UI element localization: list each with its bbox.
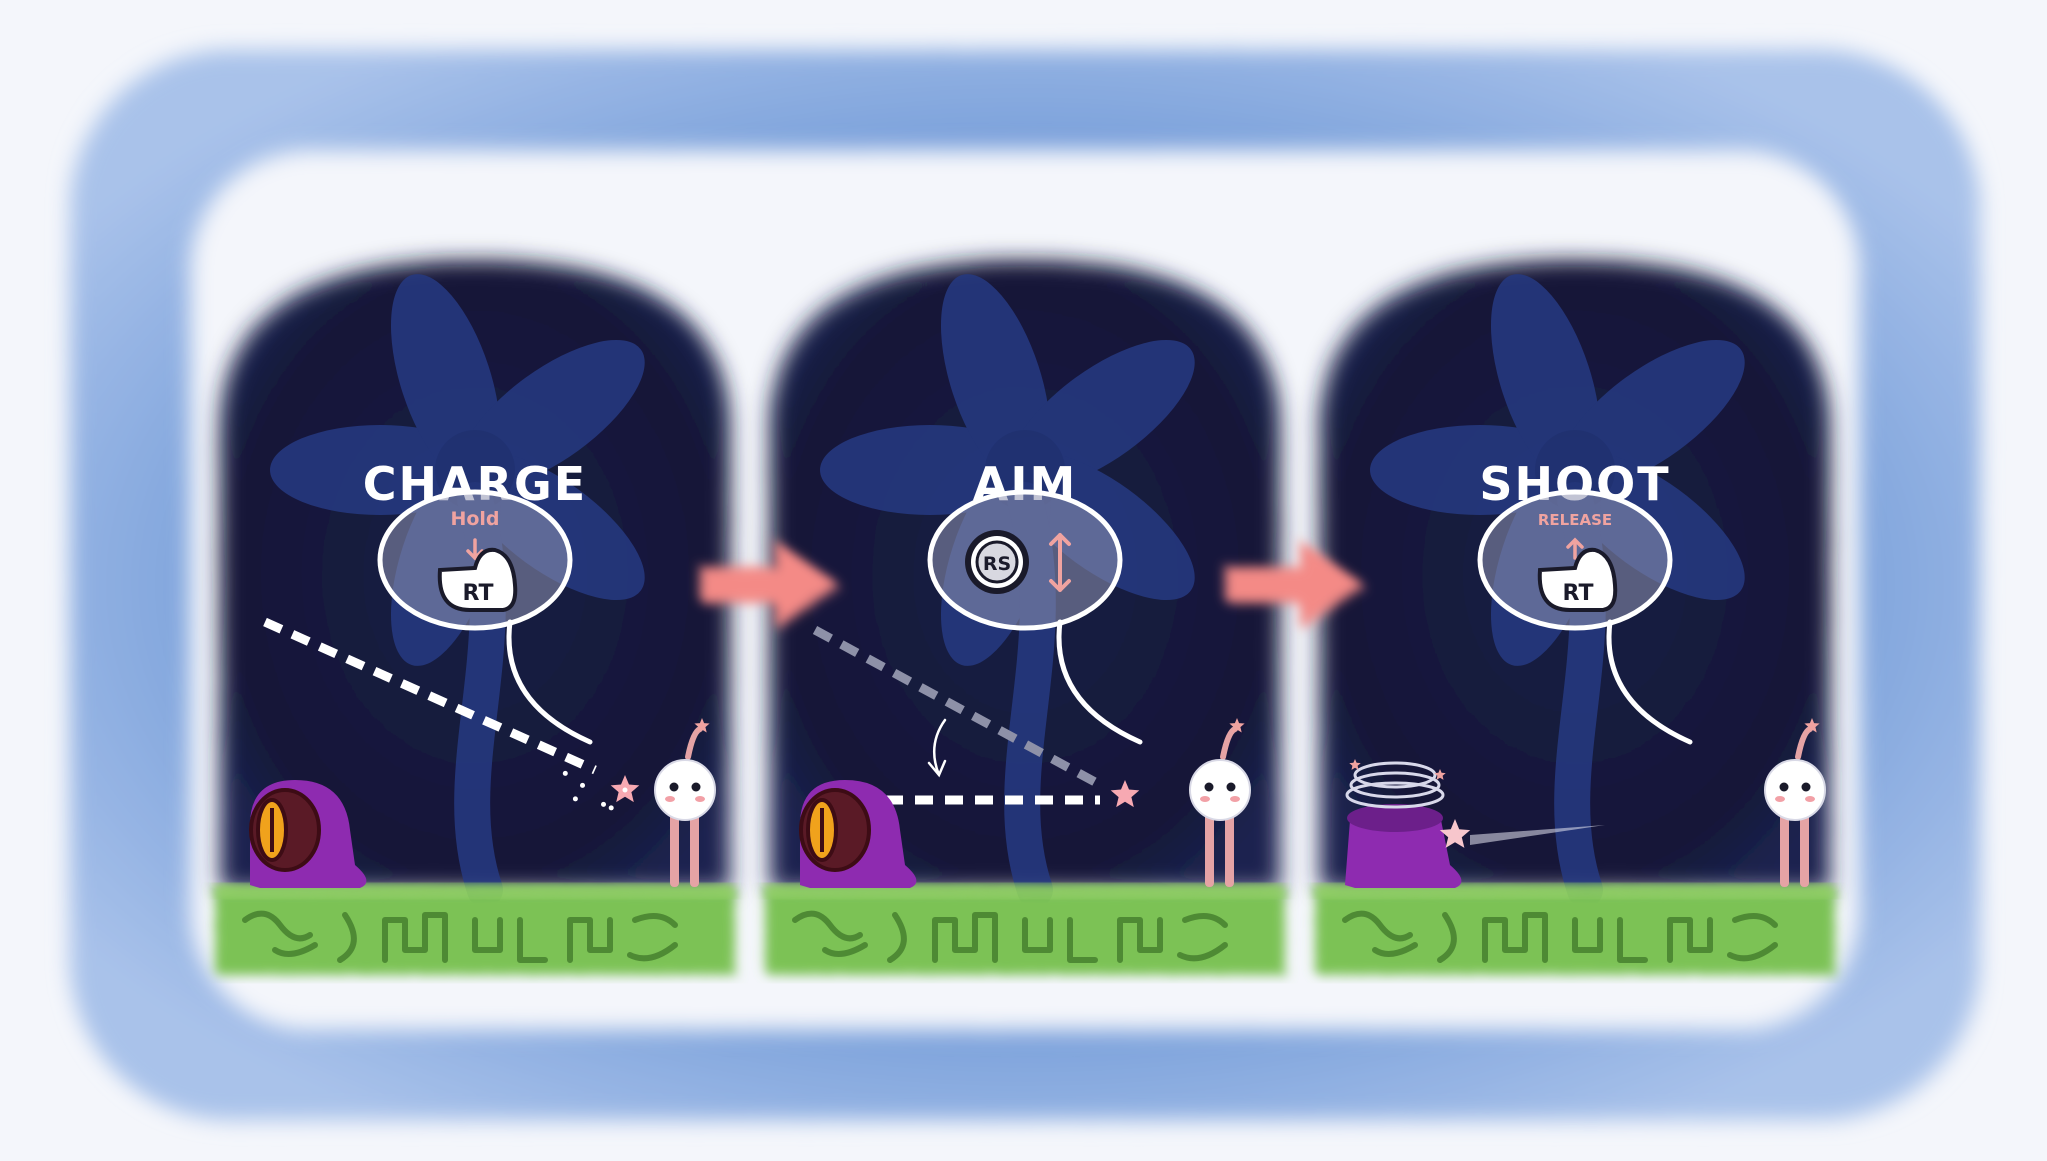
up-down-arrow-icon [1049,533,1071,592]
sparkle [572,796,578,802]
sparkle [580,782,586,788]
grass-ground [765,884,1285,975]
bubble-tail [506,619,593,745]
hero-star-antenna-icon [1229,718,1245,733]
sparkle [608,805,614,811]
hint-label: Hold [450,508,499,530]
trigger-button-icon: RT [1537,547,1618,612]
previous-trajectory-dashes [812,626,1098,786]
grass-ground [1315,884,1835,975]
bubble-tail [1606,619,1693,745]
grass-ground [215,884,735,975]
arrow-right-icon [1225,540,1365,630]
purple-hooded-enemy [249,780,367,888]
impact-star-icon [1439,819,1471,848]
motion-streak [1470,825,1605,845]
control-bubble: RELEASE RT [1477,489,1693,745]
hero-star-antenna-icon [1804,718,1820,733]
dizzy-star-icon [1349,759,1361,770]
control-bubble: RS [927,489,1143,745]
dizzy-swirl-icon [1345,781,1445,809]
bubble-tail [1056,619,1143,745]
sparkle [622,787,628,793]
hint-label: RELEASE [1538,511,1612,529]
purple-hooded-enemy [799,780,917,888]
right-stick-icon: RS [965,530,1029,594]
sparkle [601,801,607,807]
arrow-down-icon [466,538,484,561]
purple-hooded-enemy [1345,759,1605,888]
white-hero-character [654,718,716,887]
star-projectile-icon [1110,780,1140,808]
white-hero-character [1189,718,1251,887]
button-label: RS [983,553,1011,575]
control-bubble: Hold RT [377,489,593,745]
white-hero-character [1764,718,1826,887]
sparkle [562,770,568,776]
arrow-right-icon [700,540,840,630]
arrow-up-icon [1566,537,1584,560]
button-label: RT [463,581,494,606]
dizzy-swirl-icon [1353,761,1437,789]
dizzy-swirl-icon [1349,771,1441,799]
dizzy-star-icon [1434,769,1446,780]
trigger-button-icon: RT [437,547,518,612]
button-label: RT [1563,581,1594,606]
adjust-arrow-icon [927,718,947,778]
aim-trajectory-dashes [263,617,597,775]
hero-star-antenna-icon [694,718,710,733]
